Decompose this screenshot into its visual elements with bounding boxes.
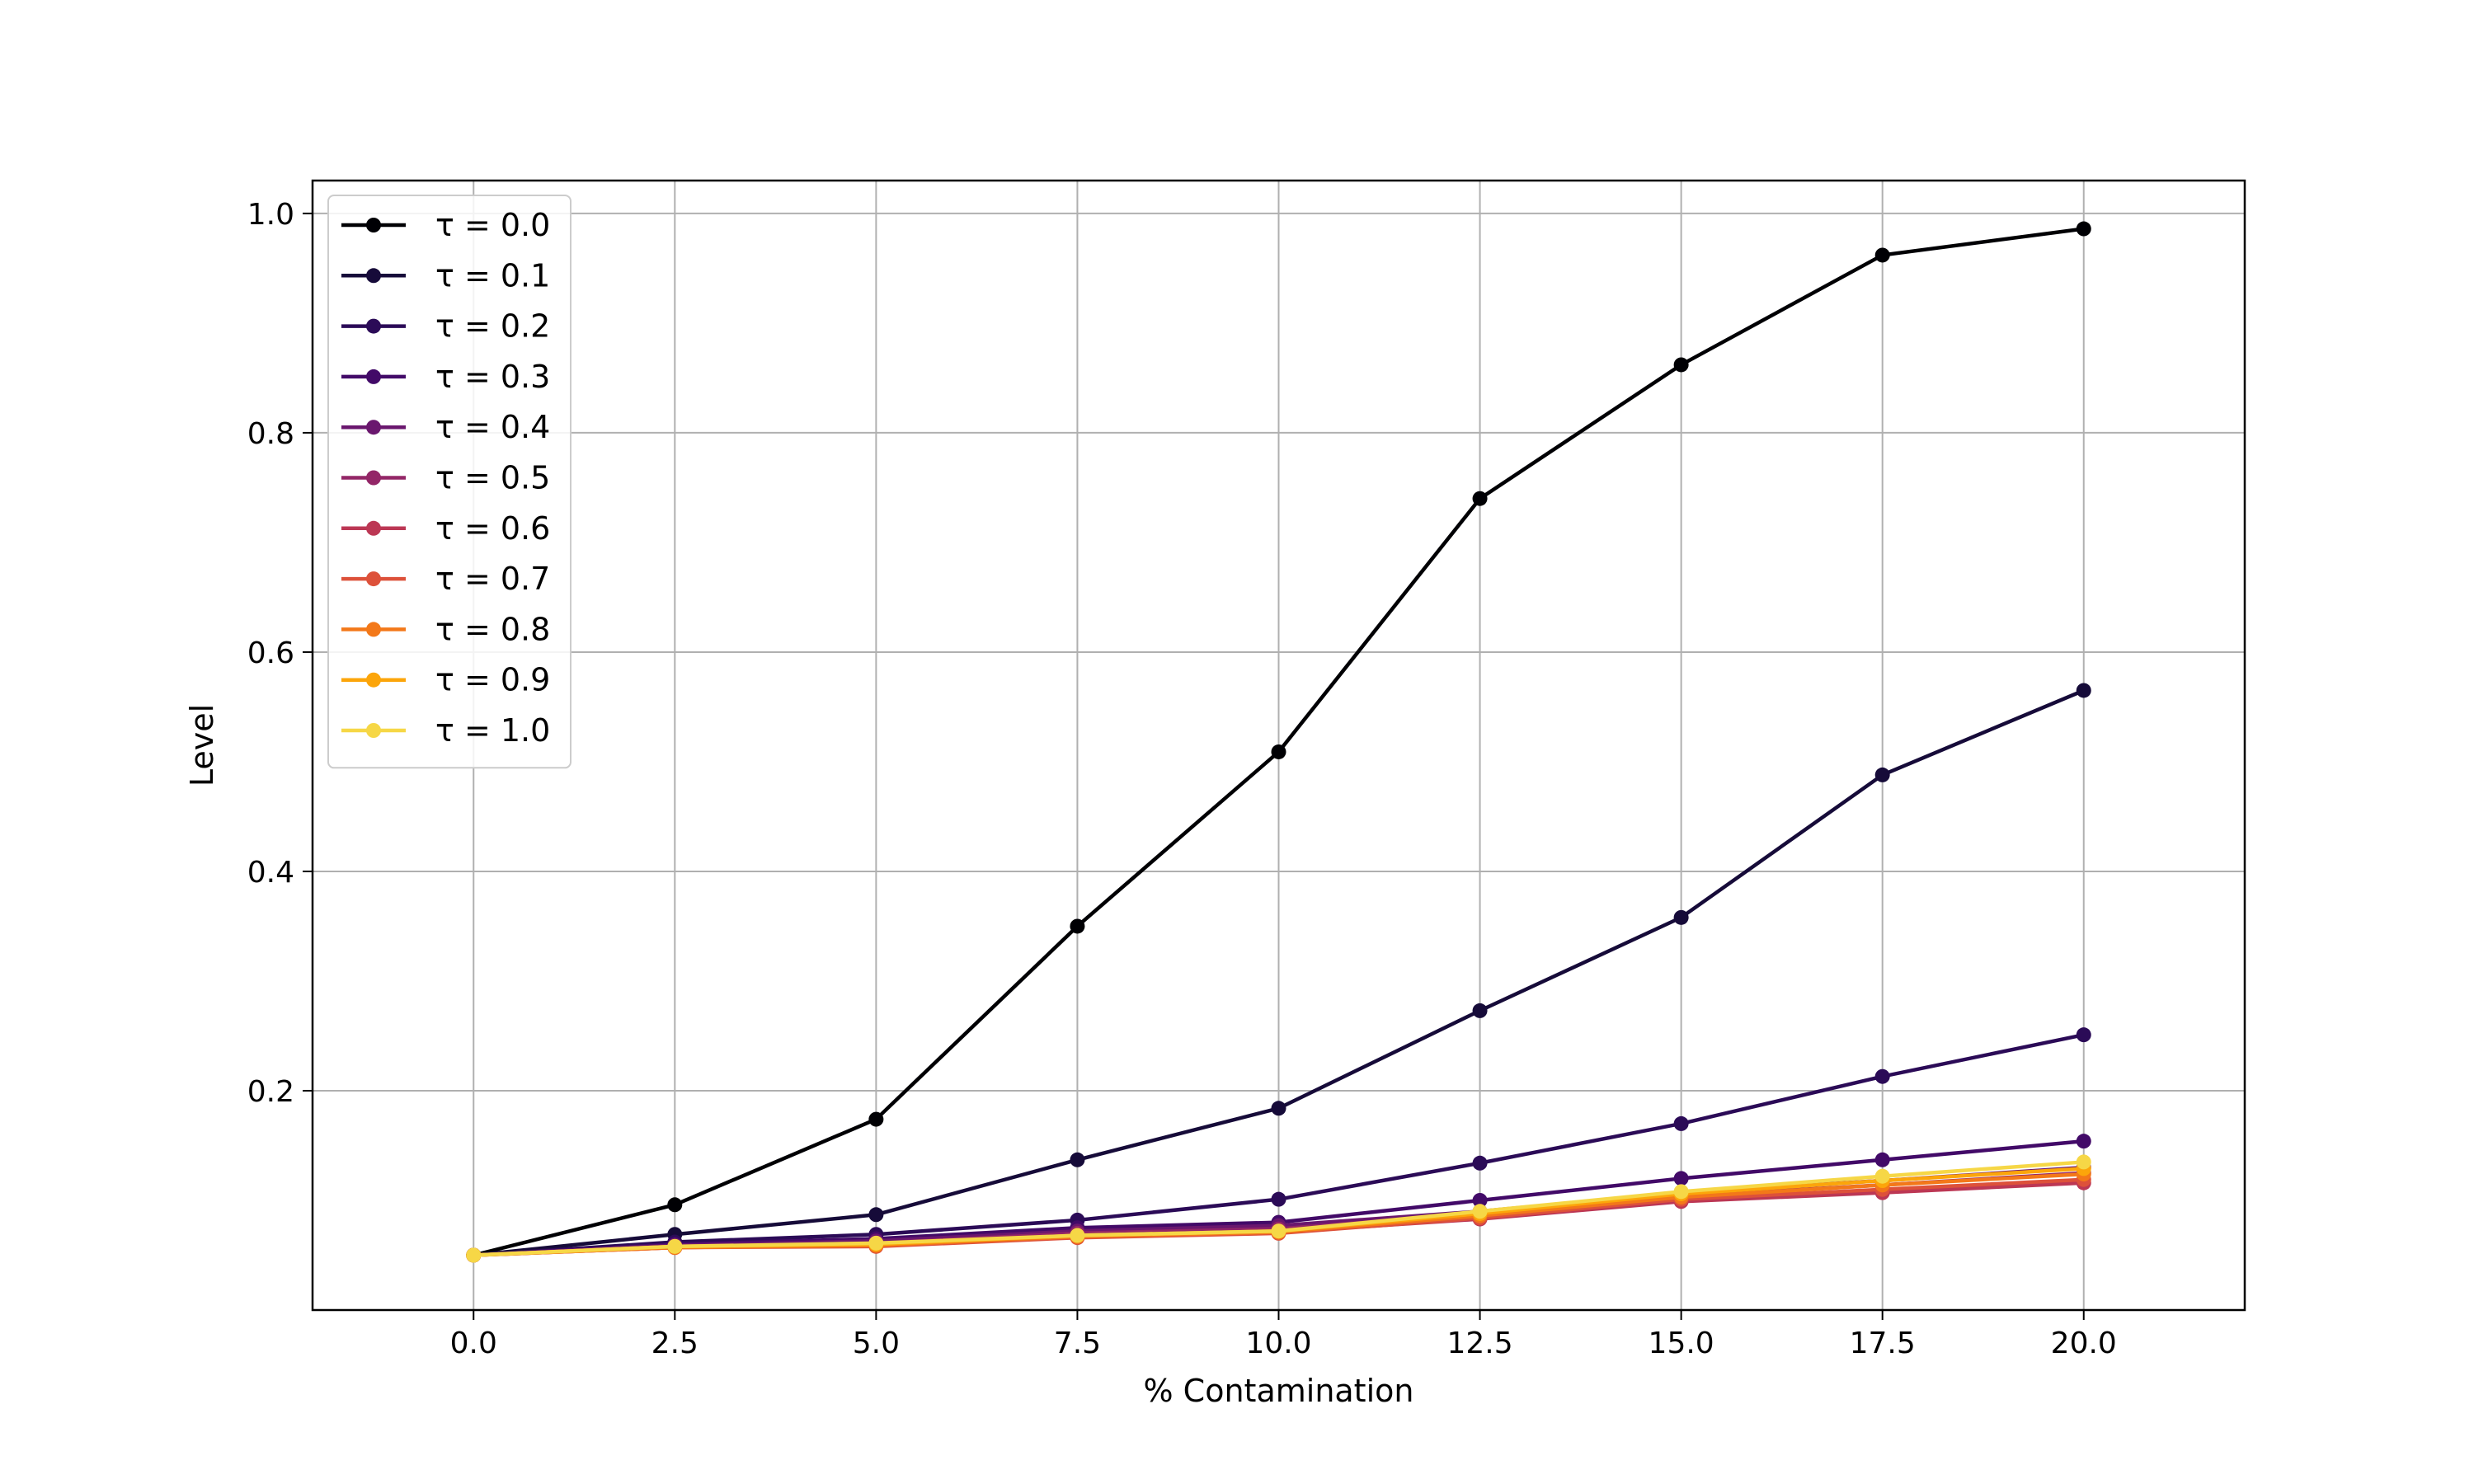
x-axis-label: % Contamination bbox=[1144, 1373, 1414, 1409]
legend-marker bbox=[366, 369, 381, 384]
data-point bbox=[1874, 247, 1890, 263]
legend-item: τ = 0.4 bbox=[341, 409, 550, 445]
legend-label: τ = 0.1 bbox=[435, 257, 550, 294]
data-point bbox=[1271, 744, 1286, 759]
legend-label: τ = 0.9 bbox=[435, 662, 550, 698]
data-point bbox=[2076, 683, 2091, 698]
legend-label: τ = 0.0 bbox=[435, 207, 550, 243]
legend-label: τ = 0.2 bbox=[435, 308, 550, 345]
x-tick-label: 12.5 bbox=[1446, 1327, 1512, 1360]
series-0 bbox=[466, 221, 2091, 1263]
legend-item: τ = 0.7 bbox=[341, 561, 550, 597]
x-tick-label: 0.0 bbox=[450, 1327, 497, 1360]
data-point bbox=[1070, 1228, 1085, 1243]
data-point bbox=[1673, 1184, 1689, 1200]
x-tick-label: 2.5 bbox=[651, 1327, 698, 1360]
data-point bbox=[1673, 1171, 1689, 1186]
data-point bbox=[2076, 221, 2091, 237]
data-point bbox=[1472, 1155, 1488, 1171]
series-1 bbox=[466, 683, 2091, 1263]
x-tick-label: 15.0 bbox=[1649, 1327, 1714, 1360]
legend-marker bbox=[366, 268, 381, 284]
series-lines bbox=[466, 221, 2091, 1263]
data-point bbox=[1070, 918, 1085, 934]
data-point bbox=[466, 1247, 482, 1263]
data-point bbox=[1271, 1191, 1286, 1207]
legend-marker bbox=[366, 470, 381, 486]
data-point bbox=[2076, 1154, 2091, 1170]
legend-marker bbox=[366, 571, 381, 587]
series-10 bbox=[466, 1154, 2091, 1263]
legend-marker bbox=[366, 420, 381, 435]
legend-label: τ = 0.4 bbox=[435, 409, 550, 445]
data-point bbox=[1472, 1192, 1488, 1208]
data-point bbox=[1874, 1168, 1890, 1184]
y-tick-label: 0.4 bbox=[247, 856, 294, 890]
legend-marker bbox=[366, 318, 381, 334]
legend-item: τ = 0.6 bbox=[341, 510, 550, 547]
legend-item: τ = 1.0 bbox=[341, 712, 550, 749]
data-point bbox=[667, 1197, 683, 1213]
legend-label: τ = 0.3 bbox=[435, 359, 550, 395]
data-point bbox=[2076, 1027, 2091, 1043]
x-tick-label: 10.0 bbox=[1245, 1327, 1311, 1360]
legend-label: τ = 0.6 bbox=[435, 510, 550, 547]
legend-marker bbox=[366, 520, 381, 536]
legend-marker bbox=[366, 622, 381, 637]
legend-item: τ = 0.3 bbox=[341, 359, 550, 395]
data-point bbox=[1472, 1003, 1488, 1018]
x-tick-label: 17.5 bbox=[1850, 1327, 1916, 1360]
data-point bbox=[1070, 1152, 1085, 1167]
y-axis-label: Level bbox=[184, 704, 220, 787]
data-point bbox=[868, 1207, 884, 1223]
legend-label: τ = 0.7 bbox=[435, 561, 550, 597]
data-point bbox=[1874, 767, 1890, 782]
legend-label: τ = 0.8 bbox=[435, 611, 550, 647]
data-point bbox=[1673, 1115, 1689, 1131]
legend-label: τ = 1.0 bbox=[435, 712, 550, 749]
legend-item: τ = 0.0 bbox=[341, 207, 550, 243]
data-point bbox=[1874, 1068, 1890, 1084]
data-point bbox=[1673, 357, 1689, 373]
legend-marker bbox=[366, 218, 381, 232]
y-tick-label: 0.6 bbox=[247, 636, 294, 670]
data-point bbox=[2076, 1134, 2091, 1149]
x-tick-label: 5.0 bbox=[853, 1327, 900, 1360]
legend-box bbox=[327, 195, 571, 769]
data-point bbox=[868, 1235, 884, 1251]
y-tick-label: 0.2 bbox=[247, 1075, 294, 1109]
x-tick-label: 20.0 bbox=[2051, 1327, 2117, 1360]
legend-item: τ = 0.8 bbox=[341, 611, 550, 647]
x-tick-label: 7.5 bbox=[1054, 1327, 1101, 1360]
data-point bbox=[868, 1111, 884, 1127]
data-point bbox=[667, 1238, 683, 1254]
legend: τ = 0.0 τ = 0.1 τ = 0.2 τ = 0.3 τ = 0.4 τ = 0… bbox=[327, 195, 571, 769]
legend-item: τ = 0.9 bbox=[341, 662, 550, 698]
legend-item: τ = 0.2 bbox=[341, 308, 550, 345]
grid bbox=[313, 181, 2245, 1310]
axis-ticks: 0.0 2.5 5.0 7.5 10.0 12.5 15.0 17.5 20.0 0.2 0.4 0.… bbox=[247, 198, 2117, 1360]
y-tick-label: 0.8 bbox=[247, 417, 294, 451]
data-point bbox=[1673, 909, 1689, 925]
y-tick-label: 1.0 bbox=[247, 198, 294, 232]
legend-item: τ = 0.1 bbox=[341, 257, 550, 294]
legend-label: τ = 0.5 bbox=[435, 460, 550, 496]
legend-marker bbox=[366, 723, 381, 738]
data-point bbox=[1271, 1101, 1286, 1116]
data-point bbox=[1472, 491, 1488, 506]
legend-marker bbox=[366, 672, 381, 688]
data-point bbox=[1472, 1204, 1488, 1219]
legend-item: τ = 0.5 bbox=[341, 460, 550, 496]
data-point bbox=[1271, 1223, 1286, 1239]
data-point bbox=[1874, 1152, 1890, 1167]
